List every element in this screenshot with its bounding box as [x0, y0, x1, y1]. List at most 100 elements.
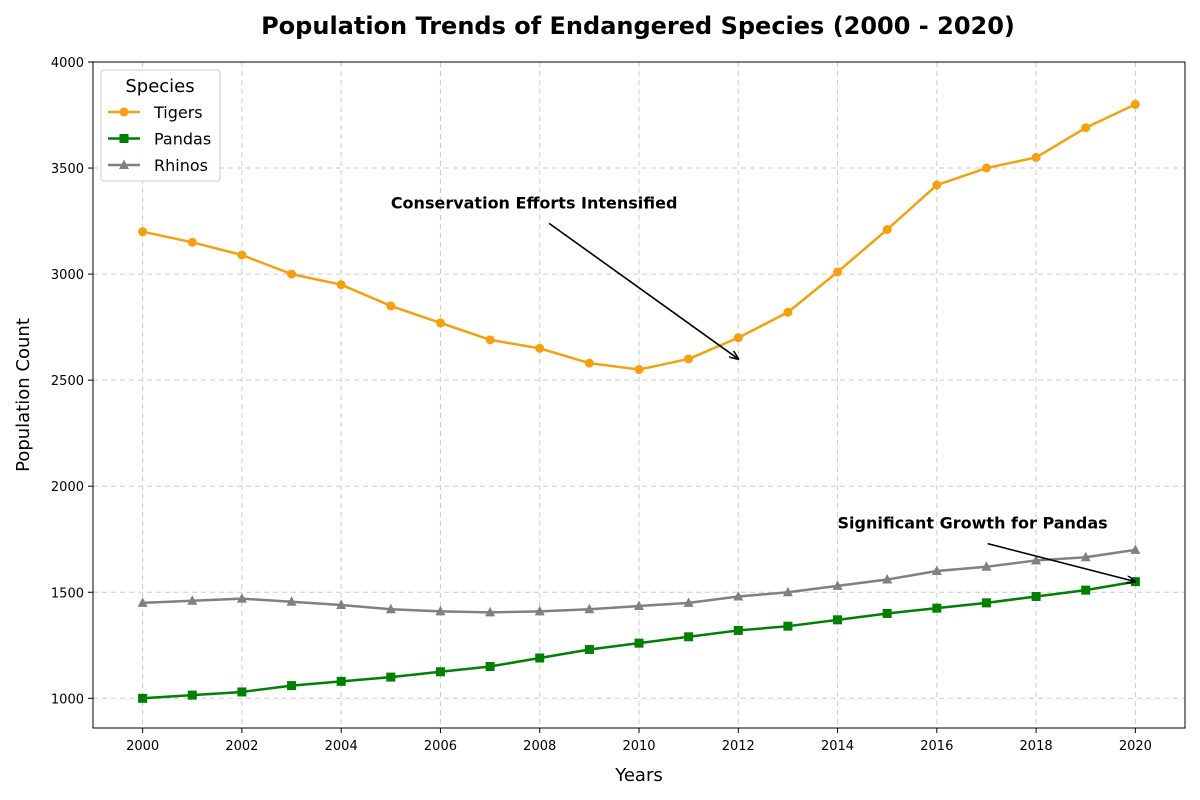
- pandas-point: [485, 661, 495, 671]
- y-tick-label: 3000: [51, 268, 84, 283]
- tigers-point: [783, 307, 793, 317]
- rhinos-point: [1130, 544, 1141, 554]
- tigers-point: [1031, 152, 1041, 162]
- chart-title: Population Trends of Endangered Species …: [261, 12, 1015, 40]
- annotation-arrow: [987, 542, 1136, 582]
- x-tick-label: 2012: [722, 739, 755, 754]
- pandas-point: [634, 638, 644, 648]
- rhinos-point: [981, 561, 992, 571]
- x-tick-label: 2010: [622, 739, 655, 754]
- pandas-point: [1031, 591, 1041, 601]
- annotation-arrow: [548, 222, 738, 359]
- legend: Species Tigers Pandas Rhinos: [100, 69, 221, 182]
- x-tick-label: 2020: [1119, 739, 1152, 754]
- x-tick-label: 2016: [920, 739, 953, 754]
- x-tick-label: 2000: [126, 739, 159, 754]
- pandas-point: [981, 598, 991, 608]
- legend-label: Tigers: [153, 103, 203, 122]
- x-tick-label: 2008: [523, 739, 556, 754]
- rhinos-point: [1031, 554, 1042, 565]
- tigers-point: [634, 365, 644, 375]
- rhinos-point: [534, 605, 545, 616]
- series-pandas: [138, 577, 1140, 703]
- rhinos-point: [137, 597, 148, 607]
- tigers-point: [138, 227, 148, 237]
- tigers-point: [386, 301, 396, 311]
- pandas-point: [435, 667, 445, 677]
- x-tick-label: 2018: [1020, 739, 1053, 754]
- pandas-point: [336, 676, 346, 686]
- tigers-point: [485, 335, 495, 345]
- pandas-point: [684, 632, 694, 642]
- rhinos-point: [485, 606, 496, 617]
- rhinos-point: [683, 597, 694, 607]
- rhinos-point: [733, 590, 744, 601]
- y-tick-label: 1500: [51, 586, 84, 601]
- tigers-point: [1081, 123, 1091, 133]
- pandas-point: [882, 608, 892, 618]
- rhinos-point: [385, 603, 396, 614]
- pandas-point: [932, 603, 942, 613]
- rhinos-point: [187, 595, 198, 605]
- rhinos-point: [435, 605, 446, 616]
- y-tick-label: 1000: [51, 692, 84, 707]
- pandas-point: [733, 625, 743, 635]
- rhinos-point: [1080, 551, 1091, 562]
- tigers-point: [237, 250, 247, 260]
- series-rhinos: [137, 544, 1141, 617]
- tigers-point: [981, 163, 991, 173]
- x-axis-label: Years: [614, 765, 663, 786]
- tigers-point: [287, 269, 297, 279]
- legend-swatch-marker: [119, 134, 129, 143]
- series-tigers: [138, 99, 1140, 375]
- pandas-point: [535, 653, 545, 663]
- legend-item-tigers: Tigers: [108, 103, 203, 122]
- y-tick-label: 2500: [51, 374, 84, 389]
- series-layer: [137, 99, 1141, 703]
- x-tick-label: 2002: [225, 739, 258, 754]
- legend-item-rhinos: Rhinos: [108, 156, 208, 175]
- y-tick-label: 2000: [51, 480, 84, 495]
- y-tick-label: 3500: [51, 162, 84, 177]
- tigers-point: [336, 280, 346, 290]
- legend-item-pandas: Pandas: [108, 130, 211, 149]
- legend-swatch-marker: [119, 159, 129, 169]
- legend-title: Species: [125, 76, 194, 97]
- tigers-point: [1130, 99, 1140, 109]
- x-tick-label: 2004: [325, 739, 358, 754]
- annotation-text: Significant Growth for Pandas: [838, 514, 1108, 533]
- grid-lines: [93, 61, 1185, 728]
- x-tick-label: 2006: [424, 739, 457, 754]
- pandas-point: [386, 672, 396, 682]
- pandas-point: [833, 615, 843, 625]
- pandas-point: [187, 690, 197, 700]
- annotation-text: Conservation Efforts Intensified: [391, 193, 678, 212]
- pandas-point: [1081, 585, 1091, 595]
- pandas-point: [237, 687, 247, 697]
- tigers-point: [535, 343, 545, 353]
- rhinos-point: [236, 593, 247, 603]
- rhinos-point: [782, 586, 793, 597]
- tigers-point: [833, 267, 843, 277]
- rhinos-point: [882, 574, 893, 584]
- legend-label: Pandas: [154, 130, 211, 149]
- pandas-point: [138, 693, 148, 703]
- tigers-point: [882, 225, 892, 235]
- y-tick-label: 4000: [51, 56, 84, 71]
- y-axis-label: Population Count: [13, 318, 34, 472]
- rhinos-point: [584, 603, 595, 614]
- tigers-point: [733, 333, 743, 343]
- legend-label: Rhinos: [154, 156, 208, 175]
- pandas-point: [584, 645, 594, 655]
- annotations: Conservation Efforts Intensified Signific…: [391, 193, 1136, 581]
- tigers-point: [435, 318, 445, 328]
- tigers-point: [584, 358, 594, 368]
- rhinos-point: [634, 600, 644, 611]
- pandas-point: [287, 681, 297, 691]
- tigers-point: [187, 237, 197, 247]
- tigers-point: [684, 354, 694, 364]
- rhinos-point: [286, 596, 297, 606]
- tigers-point: [932, 180, 942, 190]
- legend-box: [100, 69, 221, 182]
